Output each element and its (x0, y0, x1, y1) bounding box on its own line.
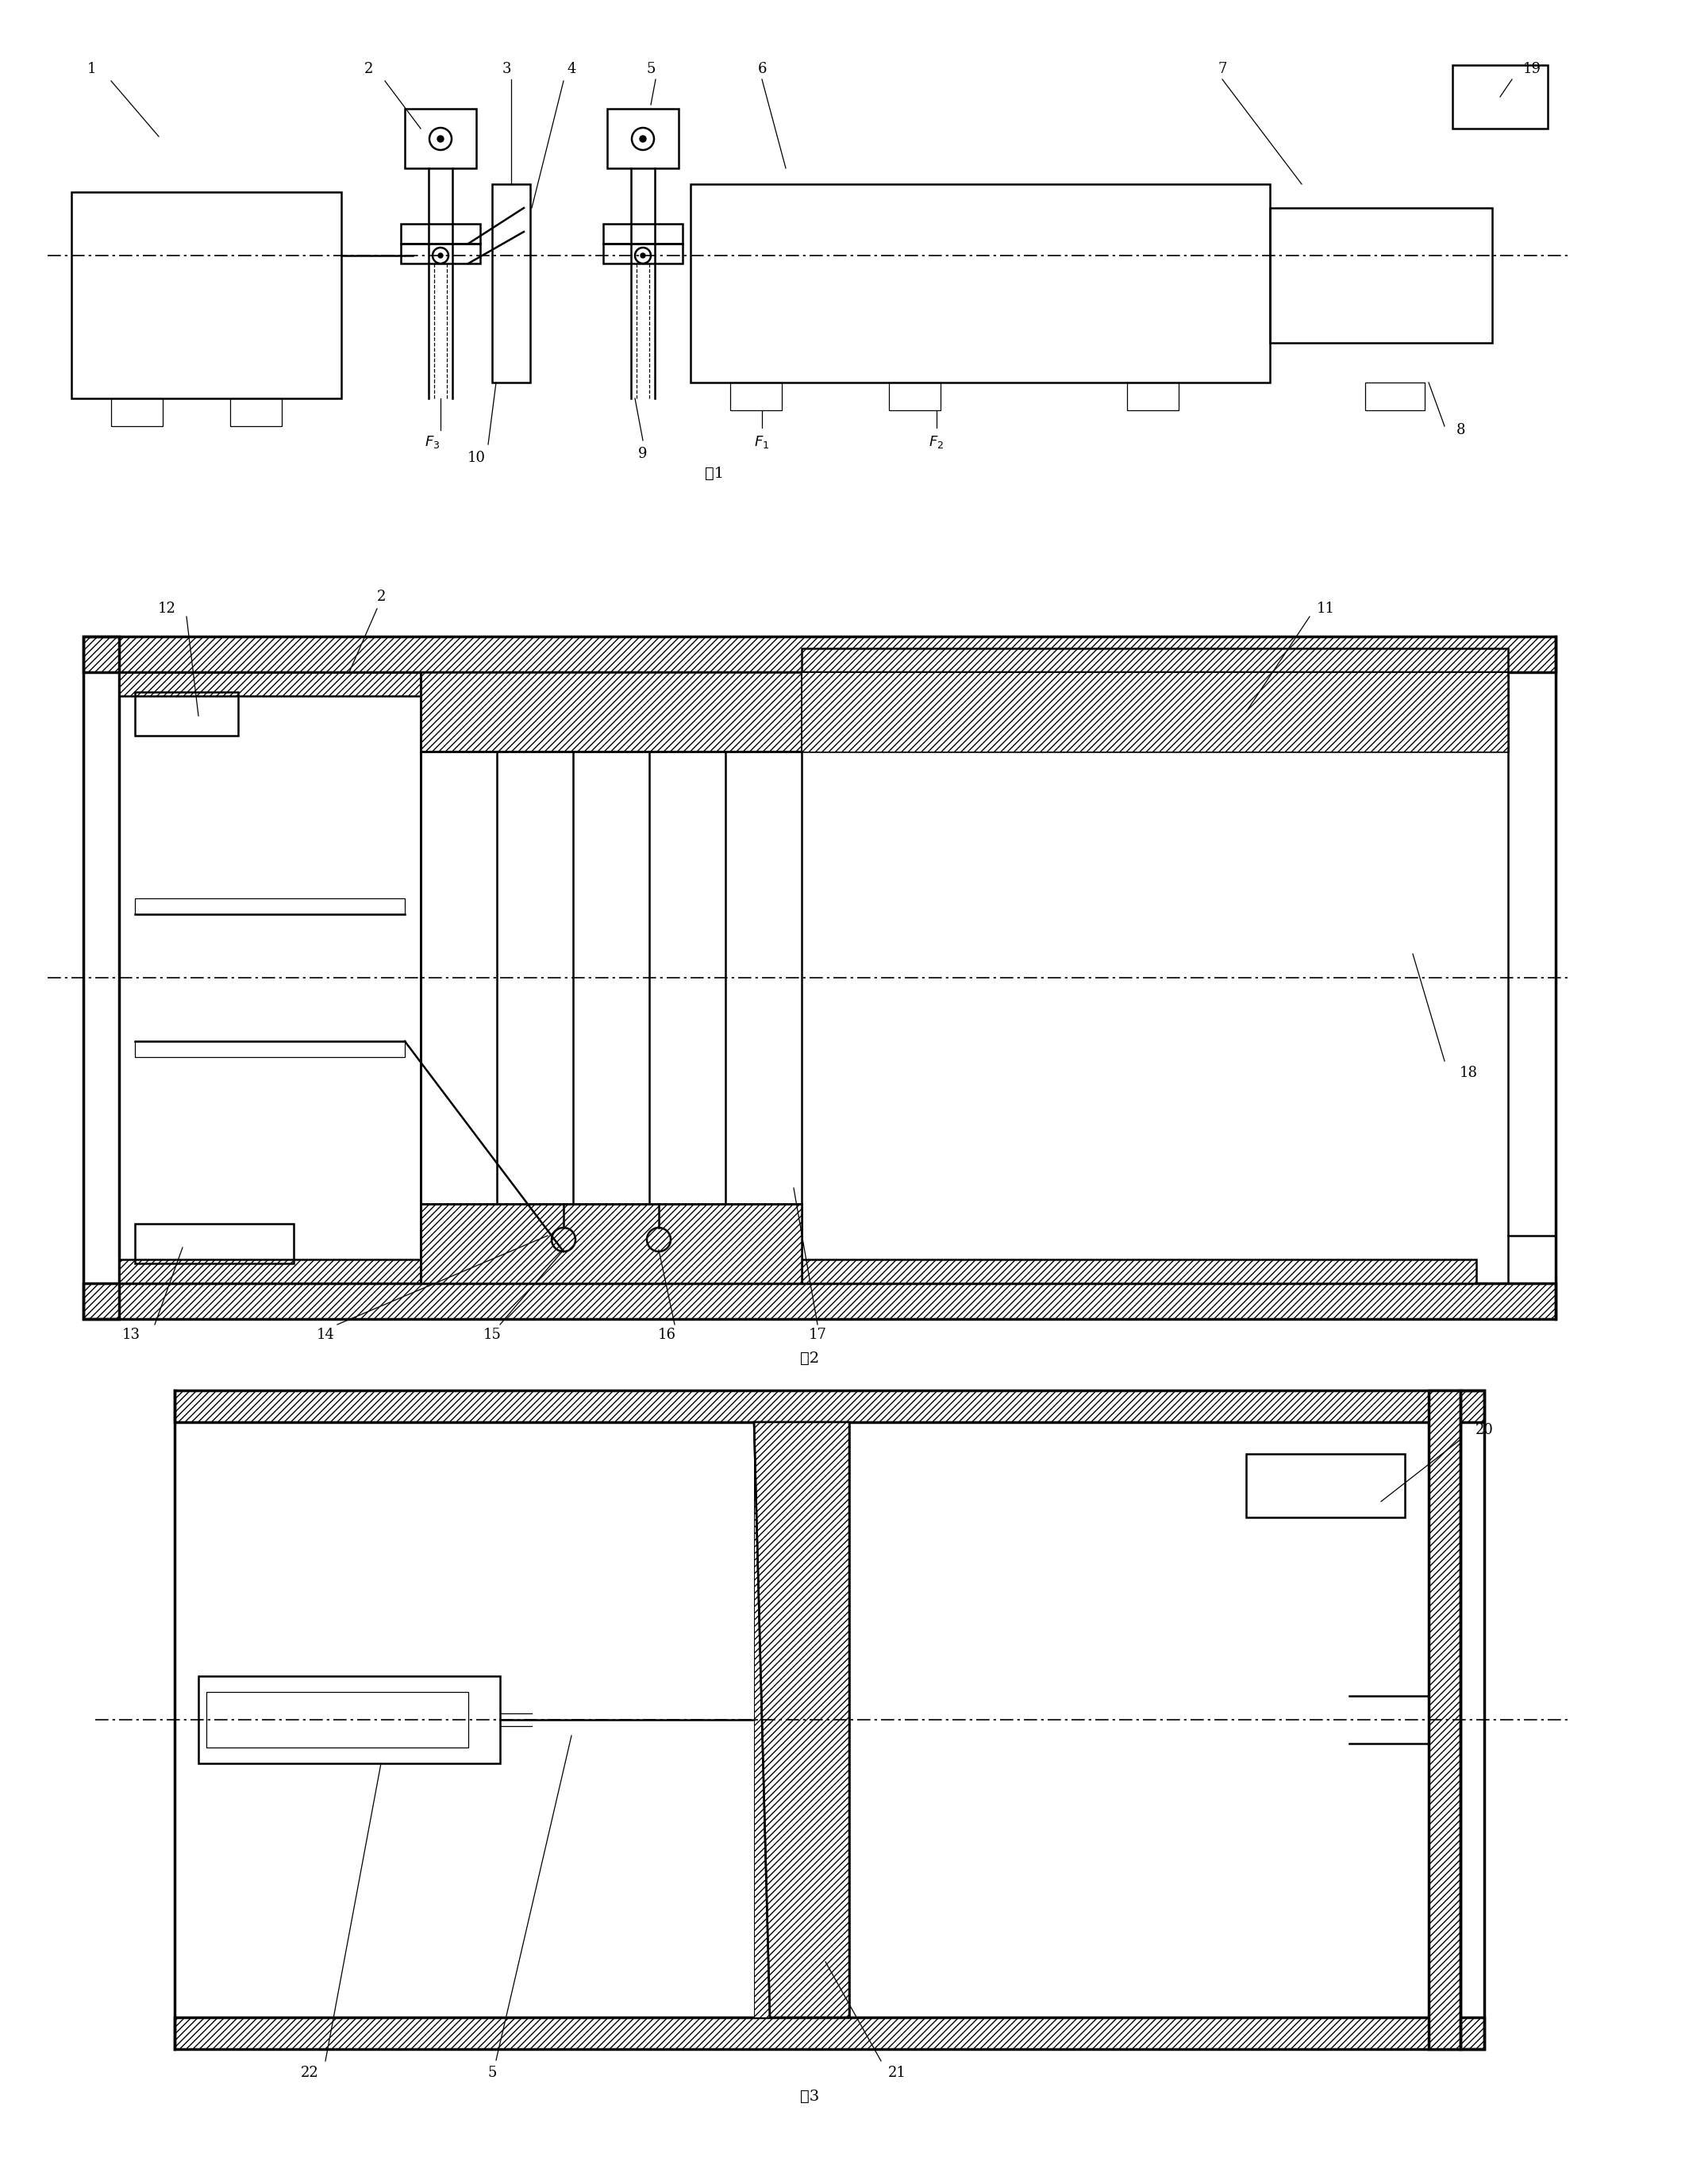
Text: 图1: 图1 (704, 467, 725, 480)
Circle shape (437, 135, 444, 142)
Bar (1246, 1455, 1405, 1518)
Bar (730, 382, 782, 411)
Bar (83, 1284, 1556, 1319)
Text: 22: 22 (301, 2066, 319, 2079)
Bar (118, 673, 421, 1284)
Text: $F_3$: $F_3$ (426, 435, 441, 450)
Text: 15: 15 (483, 1328, 502, 1341)
Bar (111, 397, 162, 426)
Text: 2: 2 (365, 61, 373, 76)
Bar (174, 1391, 1485, 1422)
Bar (421, 673, 802, 751)
Text: 5: 5 (488, 2066, 497, 2079)
Text: 16: 16 (657, 1328, 676, 1341)
Circle shape (640, 135, 647, 142)
Bar (83, 1284, 1556, 1319)
Text: 5: 5 (647, 61, 655, 76)
Bar (606, 109, 679, 168)
Bar (491, 183, 530, 382)
Text: 20: 20 (1474, 1424, 1493, 1437)
Bar (802, 673, 1508, 751)
Bar (118, 1260, 1476, 1284)
Bar (135, 692, 238, 736)
Bar (1429, 1391, 1461, 2049)
Bar (405, 109, 476, 168)
Circle shape (640, 253, 645, 258)
Bar (118, 673, 1476, 697)
Bar (753, 1422, 850, 2018)
Text: 9: 9 (638, 448, 647, 461)
Text: 18: 18 (1459, 1066, 1478, 1081)
Bar (83, 636, 1556, 673)
Bar (400, 223, 480, 245)
Bar (174, 2018, 1485, 2049)
Text: 7: 7 (1218, 61, 1226, 76)
Text: 3: 3 (502, 61, 512, 76)
Bar (206, 1693, 468, 1747)
Bar (83, 636, 118, 1319)
Bar (691, 183, 1270, 382)
Bar (118, 673, 1476, 697)
Text: 4: 4 (568, 61, 576, 76)
Bar (71, 192, 341, 397)
Bar (1453, 66, 1547, 129)
Bar (230, 397, 282, 426)
Bar (174, 2018, 1485, 2049)
Bar (603, 245, 682, 264)
Text: 13: 13 (122, 1328, 140, 1341)
Bar (421, 673, 802, 751)
Bar (118, 1260, 1476, 1284)
Bar (198, 1675, 500, 1762)
Bar (135, 898, 405, 915)
Bar (802, 649, 1508, 751)
Text: 图2: 图2 (801, 1352, 819, 1365)
Bar (1429, 1391, 1461, 2049)
Text: $F_1$: $F_1$ (755, 435, 770, 450)
Bar (421, 1203, 802, 1284)
Text: 14: 14 (316, 1328, 334, 1341)
Text: 2: 2 (377, 590, 385, 605)
Circle shape (437, 253, 443, 258)
Bar (421, 673, 802, 1284)
Bar (1127, 382, 1179, 411)
Text: 8: 8 (1456, 424, 1464, 437)
Bar (1270, 207, 1491, 343)
Text: 21: 21 (888, 2066, 905, 2079)
Text: 11: 11 (1316, 601, 1334, 616)
Bar (888, 382, 941, 411)
Text: 10: 10 (468, 450, 485, 465)
Text: 图3: 图3 (801, 2090, 819, 2103)
Text: 12: 12 (157, 601, 176, 616)
Bar (135, 1223, 294, 1262)
Bar (174, 1391, 1485, 1422)
Bar (1365, 382, 1426, 411)
Polygon shape (753, 1422, 850, 2018)
Bar (83, 636, 1556, 673)
Bar (421, 1203, 802, 1284)
Text: 1: 1 (86, 61, 96, 76)
Bar (135, 1042, 405, 1057)
Bar (400, 245, 480, 264)
Text: 6: 6 (757, 61, 767, 76)
Text: 19: 19 (1523, 61, 1540, 76)
Bar (1461, 1391, 1485, 2049)
Bar (603, 223, 682, 245)
Text: $F_2$: $F_2$ (929, 435, 944, 450)
Text: 17: 17 (809, 1328, 826, 1341)
